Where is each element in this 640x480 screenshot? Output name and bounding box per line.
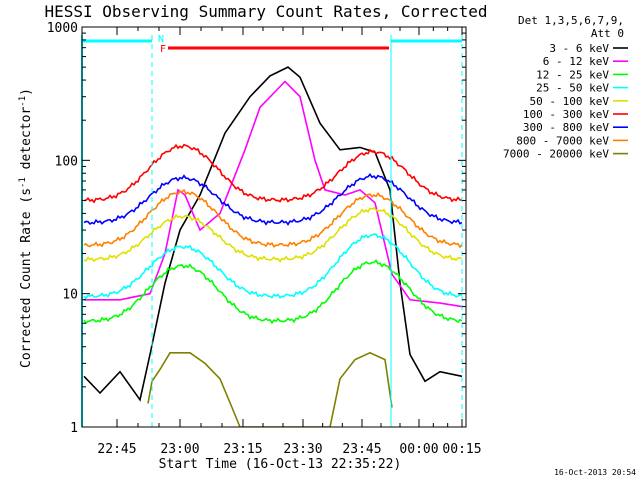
legend-label: 800 - 7000 keV: [516, 134, 609, 147]
flare-flag-label: F: [160, 44, 166, 55]
y-axis-label-prefix: Corrected Count Rate (s: [19, 188, 34, 368]
x-tick-label: 00:15: [442, 442, 481, 457]
y-axis-label-sup1: -1: [18, 177, 28, 188]
series-line: [83, 172, 463, 226]
x-tick-label: 22:45: [97, 442, 136, 457]
observing-flags: NF: [81, 34, 463, 427]
night-flag-label: N: [158, 34, 164, 45]
y-axis: 1 10 100 1000: [47, 21, 466, 436]
legend-label: 50 - 100 keV: [530, 95, 610, 108]
legend-label: 100 - 300 keV: [523, 108, 609, 121]
series-line: [83, 66, 463, 402]
chart-title: HESSI Observing Summary Count Rates, Cor…: [44, 2, 487, 21]
x-tick-label: 23:30: [283, 442, 322, 457]
series-line: [83, 188, 463, 249]
y-tick-label: 1: [70, 421, 78, 436]
y-tick-label: 10: [62, 288, 78, 303]
x-tick-label: 23:45: [342, 442, 381, 457]
series-line: [147, 351, 393, 427]
series-line: [83, 259, 463, 325]
legend-label: 25 - 50 keV: [536, 82, 609, 95]
y-axis-label-middle: detector: [19, 107, 34, 178]
x-axis-label: Start Time (16-Oct-13 22:35:22): [159, 457, 402, 472]
legend-label: 12 - 25 keV: [536, 68, 609, 81]
timestamp: 16-Oct-2013 20:54: [554, 468, 636, 477]
legend-header: Att 0: [591, 27, 624, 40]
x-tick-label: 23:15: [223, 442, 262, 457]
y-tick-label: 1000: [47, 21, 78, 36]
x-tick-label: 23:00: [160, 442, 199, 457]
legend-label: 300 - 800 keV: [523, 121, 609, 134]
legend-header: Det 1,3,5,6,7,9,: [518, 14, 624, 27]
y-axis-label-sup2: -1: [18, 96, 28, 107]
x-tick-label: 00:00: [399, 442, 438, 457]
series-layer: [83, 66, 463, 427]
y-axis-label-suffix: ): [19, 88, 34, 96]
series-line: [83, 233, 463, 301]
series-line: [83, 207, 463, 263]
legend-label: 7000 - 20000 keV: [503, 148, 609, 161]
legend-label: 6 - 12 keV: [543, 55, 610, 68]
legend-label: 3 - 6 keV: [549, 42, 609, 55]
series-line: [83, 143, 463, 204]
y-tick-label: 100: [55, 154, 78, 169]
y-axis-label: Corrected Count Rate (s-1 detector-1): [18, 88, 34, 368]
plot-frame: [81, 26, 467, 428]
x-axis: 22:45 23:00 23:15 23:30 23:45 00:00 00:15: [97, 27, 482, 457]
series-line: [84, 80, 463, 308]
